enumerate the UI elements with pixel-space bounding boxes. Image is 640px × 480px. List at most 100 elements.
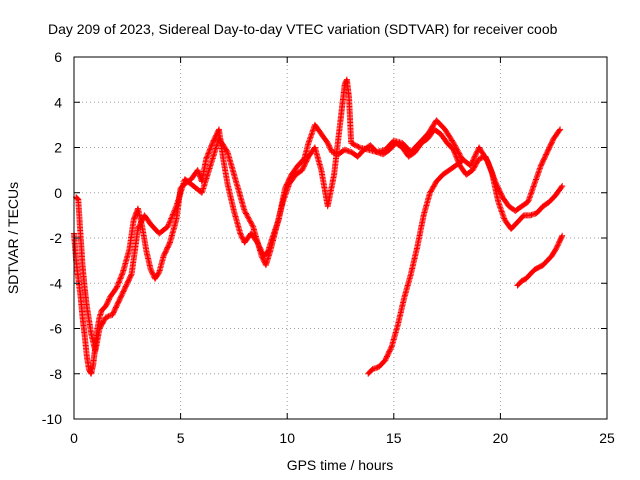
x-tick-label: 15 <box>386 430 402 446</box>
data-point <box>169 211 176 218</box>
data-point <box>170 210 177 217</box>
data-point <box>327 146 334 153</box>
series-2 <box>73 76 564 355</box>
data-point <box>459 158 465 165</box>
data-point <box>248 219 254 226</box>
data-point <box>207 145 214 152</box>
data-point <box>473 149 480 156</box>
data-point <box>554 242 561 249</box>
x-axis-label: GPS time / hours <box>287 457 394 473</box>
data-point <box>451 141 458 148</box>
data-points <box>71 76 566 377</box>
data-point <box>103 301 110 308</box>
data-point <box>148 268 155 274</box>
data-point <box>166 219 173 226</box>
data-point <box>243 211 250 218</box>
data-point <box>471 163 478 170</box>
series-4 <box>514 232 566 289</box>
data-point <box>168 215 175 222</box>
y-axis-label: SDTVAR / TECUs <box>5 182 21 294</box>
data-point <box>243 210 249 217</box>
data-point <box>469 158 476 165</box>
data-point <box>103 302 109 309</box>
data-point <box>244 213 251 220</box>
data-point <box>454 147 461 154</box>
data-point <box>237 230 244 237</box>
x-tick-label: 25 <box>599 430 615 446</box>
data-point <box>237 231 244 238</box>
data-point <box>554 243 561 250</box>
data-point <box>105 297 112 304</box>
data-point <box>147 266 154 273</box>
y-tick-label: 0 <box>54 185 62 201</box>
y-tick-label: -6 <box>50 321 63 337</box>
data-point <box>470 157 476 164</box>
y-tick-label: -8 <box>50 366 63 382</box>
data-point <box>327 145 334 152</box>
data-point <box>324 140 331 146</box>
data-point <box>241 207 248 214</box>
data-point <box>355 143 362 150</box>
data-point <box>118 272 125 279</box>
data-point <box>104 300 111 307</box>
chart-title: Day 209 of 2023, Sidereal Day-to-day VTE… <box>48 21 558 37</box>
data-point <box>471 153 478 160</box>
data-point <box>104 299 111 305</box>
data-point <box>432 181 438 187</box>
y-tick-label: -4 <box>50 275 63 291</box>
data-point <box>205 149 212 156</box>
data-point <box>106 296 112 303</box>
data-point <box>115 280 122 287</box>
data-point <box>473 151 479 157</box>
data-point <box>552 246 559 253</box>
data-point <box>450 140 457 146</box>
data-point <box>258 253 265 260</box>
data-point <box>128 272 134 279</box>
y-tick-label: 2 <box>54 140 62 156</box>
data-point <box>559 232 566 239</box>
x-tick-label: 10 <box>279 430 295 446</box>
data-point <box>456 150 463 157</box>
y-tick-label: -2 <box>50 230 63 246</box>
data-point <box>553 245 560 251</box>
data-point <box>557 126 564 133</box>
data-point <box>245 215 252 222</box>
data-point <box>468 160 475 166</box>
data-point <box>168 214 175 221</box>
x-tick-label: 20 <box>493 430 509 446</box>
data-point <box>556 127 563 134</box>
data-point <box>259 255 266 262</box>
data-point <box>457 153 464 160</box>
data-point <box>559 183 566 189</box>
series-3 <box>365 158 465 377</box>
data-point <box>171 207 178 214</box>
y-tick-label: 4 <box>54 94 62 110</box>
data-point <box>172 206 179 212</box>
plot-frame <box>73 56 608 420</box>
data-point <box>388 344 395 351</box>
data-point <box>167 218 174 225</box>
data-point <box>155 270 162 277</box>
axis-ticks: 0 5 10 15 20 25 -10 -8 -6 -4 -2 0 2 4 6 <box>42 49 615 446</box>
data-point <box>116 276 123 283</box>
x-tick-label: 0 <box>70 430 78 446</box>
data-point <box>456 151 463 158</box>
data-point <box>248 221 255 227</box>
data-point <box>468 161 475 168</box>
data-point <box>165 221 172 227</box>
data-point <box>558 184 565 191</box>
grid-lines <box>74 57 607 419</box>
y-tick-label: -10 <box>42 411 62 427</box>
data-point <box>164 223 171 230</box>
data-point <box>483 156 490 163</box>
data-point <box>203 154 210 161</box>
data-point <box>467 162 474 169</box>
data-point <box>325 141 332 148</box>
data-point <box>452 143 459 150</box>
data-point <box>249 222 256 229</box>
data-point <box>451 142 458 149</box>
data-point <box>472 152 479 159</box>
data-point <box>242 209 249 216</box>
data-point <box>455 149 462 156</box>
